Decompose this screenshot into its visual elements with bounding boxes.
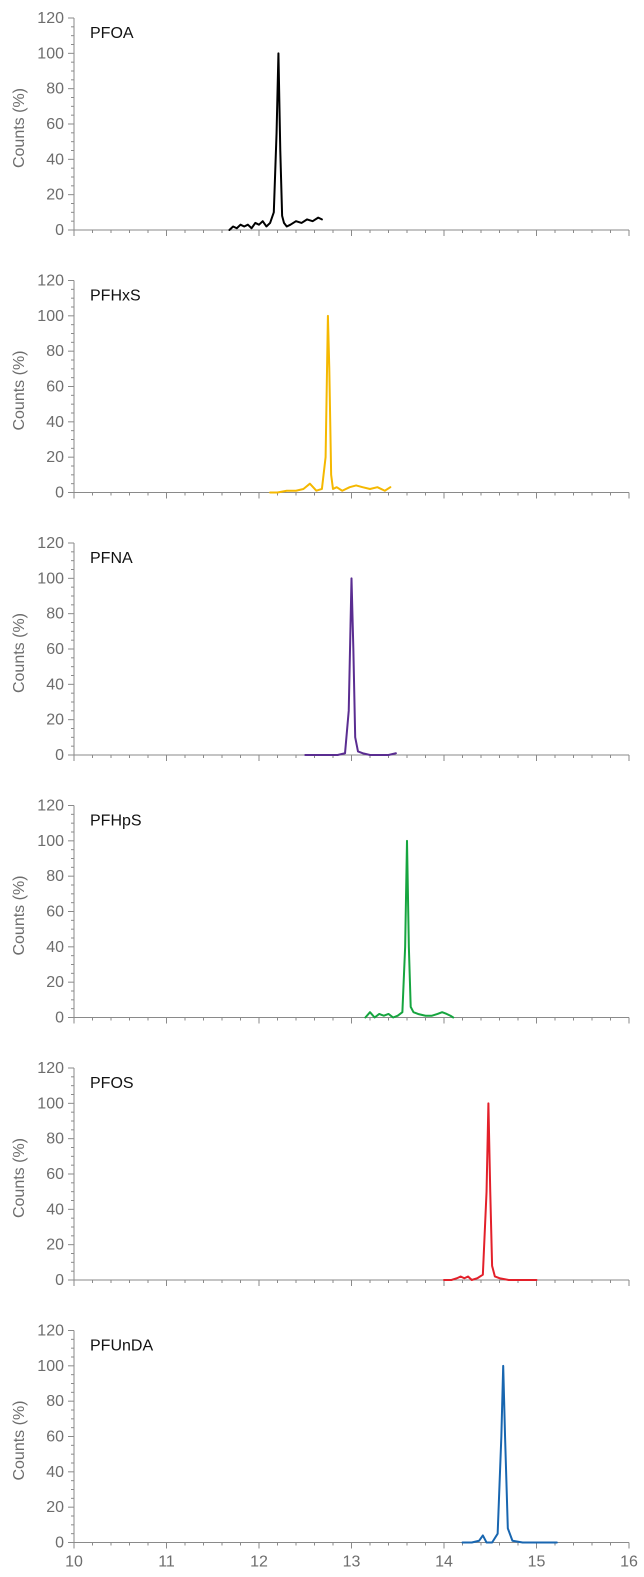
panel-title: PFHpS (90, 813, 142, 830)
y-tick-label: 20 (46, 1499, 64, 1516)
y-tick-label: 120 (37, 10, 64, 27)
y-tick-label: 40 (46, 939, 64, 956)
y-tick-label: 80 (46, 1131, 64, 1148)
x-tick-label: 15 (528, 1554, 546, 1571)
panel-pfos: 0 20 40 60 80 100 120 Counts (%) PFOS (11, 1060, 630, 1289)
y-tick-label: 0 (55, 1272, 64, 1289)
series-line-pfos (443, 1102, 538, 1281)
y-tick-label: 80 (46, 606, 64, 623)
y-axis-title: Counts (%) (11, 1400, 28, 1480)
y-tick-label: 100 (37, 1095, 64, 1112)
y-tick-label: 0 (55, 485, 64, 502)
y-tick-label: 20 (46, 1237, 64, 1254)
y-tick-label: 60 (46, 379, 64, 396)
panel-pfoa: 0 20 40 60 80 100 120 Counts (%) PFOA (11, 10, 630, 239)
y-tick-label: 20 (46, 974, 64, 991)
series-line-pfunda (461, 1364, 558, 1544)
y-tick-label: 20 (46, 712, 64, 729)
panel-pfhps: 0 20 40 60 80 100 120 Counts (%) PFHpS (11, 798, 630, 1027)
y-tick-label: 0 (55, 1010, 64, 1027)
y-tick-label: 0 (55, 1535, 64, 1552)
y-tick-label: 120 (37, 1060, 64, 1077)
x-tick-label: 10 (65, 1554, 83, 1571)
y-tick-label: 60 (46, 641, 64, 658)
series-line-pfhxs (269, 314, 392, 494)
y-tick-label: 40 (46, 1201, 64, 1218)
y-tick-label: 20 (46, 187, 64, 204)
panel-pfna: 0 20 40 60 80 100 120 Counts (%) PFNA (11, 535, 630, 764)
y-tick-label: 60 (46, 1166, 64, 1183)
y-tick-label: 20 (46, 449, 64, 466)
panel-title: PFHxS (90, 288, 141, 305)
panel-title: PFOA (90, 25, 134, 42)
y-tick-label: 60 (46, 904, 64, 921)
y-tick-label: 120 (37, 1323, 64, 1340)
panel-pfhxs: 0 20 40 60 80 100 120 Counts (%) PFHxS (11, 273, 630, 502)
x-tick-label: 14 (435, 1554, 453, 1571)
y-tick-label: 100 (37, 45, 64, 62)
y-tick-label: 120 (37, 798, 64, 815)
y-tick-label: 100 (37, 833, 64, 850)
y-tick-label: 80 (46, 1393, 64, 1410)
y-axis-title: Counts (%) (11, 350, 28, 430)
panel-pfunda: 0 20 40 60 80 100 120 Counts (%) PFUnDA 10 11 12 13 1… (11, 1323, 638, 1577)
y-tick-label: 40 (46, 676, 64, 693)
y-tick-label: 120 (37, 273, 64, 290)
y-tick-label: 60 (46, 116, 64, 133)
x-tick-label: 11 (158, 1554, 175, 1571)
x-tick-label: 16 (620, 1554, 638, 1571)
x-tick-label: 13 (343, 1554, 361, 1571)
y-tick-label: 0 (55, 747, 64, 764)
y-tick-label: 100 (37, 308, 64, 325)
y-tick-label: 100 (37, 570, 64, 587)
series-line-pfoa (228, 52, 323, 231)
y-tick-label: 60 (46, 1429, 64, 1446)
y-tick-label: 40 (46, 1464, 64, 1481)
y-tick-label: 80 (46, 81, 64, 98)
panel-title: PFUnDA (90, 1338, 153, 1355)
y-tick-label: 80 (46, 868, 64, 885)
y-axis-title: Counts (%) (11, 1138, 28, 1218)
series-line-pfhps (364, 839, 455, 1019)
series-line-pfna (304, 577, 397, 756)
y-axis-title: Counts (%) (11, 875, 28, 955)
y-tick-label: 0 (55, 222, 64, 239)
panel-title: PFNA (90, 550, 133, 567)
panel-title: PFOS (90, 1075, 134, 1092)
y-tick-label: 100 (37, 1358, 64, 1375)
y-tick-label: 40 (46, 151, 64, 168)
y-axis-title: Counts (%) (11, 88, 28, 168)
y-tick-label: 80 (46, 343, 64, 360)
y-tick-label: 40 (46, 414, 64, 431)
y-axis-title: Counts (%) (11, 613, 28, 693)
y-tick-label: 120 (37, 535, 64, 552)
x-tick-label: 12 (250, 1554, 268, 1571)
